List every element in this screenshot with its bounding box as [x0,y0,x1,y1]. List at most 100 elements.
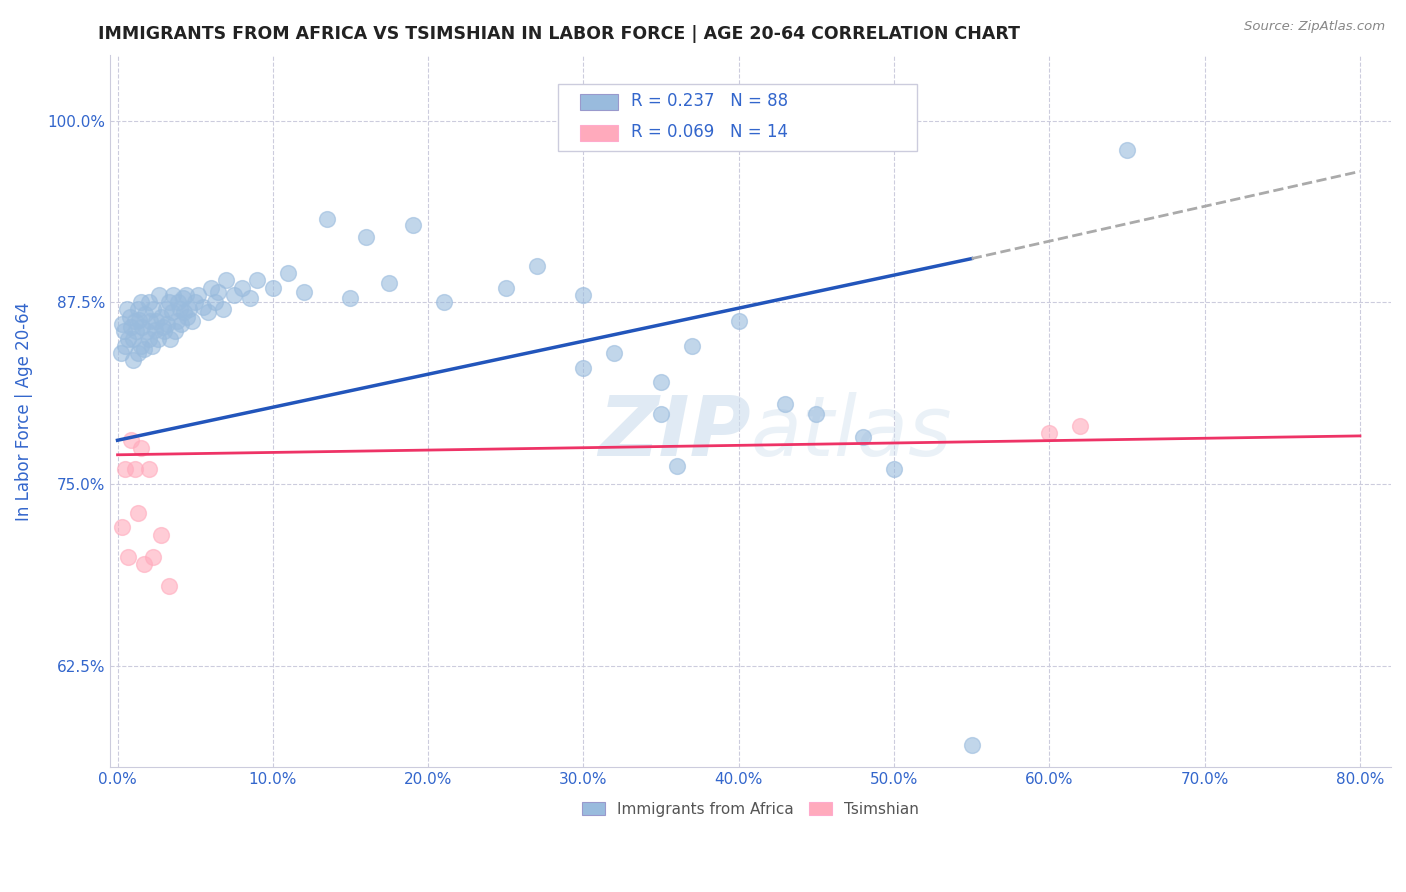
Point [148,288,170,302]
Point [157,295,180,310]
Point [316,212,339,227]
Point [650,407,672,421]
Point [207,285,229,299]
Point [153,324,176,338]
Point [1038,425,1060,440]
Point [197,305,219,319]
Point [132,557,155,571]
Point [122,332,145,346]
Text: ZIP: ZIP [598,392,751,473]
Point [142,302,165,317]
Point [112,324,135,338]
Point [117,332,139,346]
Point [200,280,222,294]
Point [176,310,198,324]
Point [145,314,167,328]
Point [277,266,299,280]
Point [572,288,595,302]
Point [127,346,149,360]
Point [121,319,143,334]
Point [172,291,194,305]
Point [124,314,146,328]
Point [134,307,156,321]
Point [163,324,186,338]
Point [121,434,143,448]
Point [127,302,149,317]
Point [681,339,703,353]
Point [150,310,173,324]
Point [572,360,595,375]
Point [138,332,160,346]
FancyBboxPatch shape [558,84,917,152]
Point [111,317,134,331]
Point [191,300,214,314]
Point [650,375,672,389]
Point [117,549,139,564]
Point [238,291,260,305]
Point [155,302,177,317]
Point [138,462,160,476]
Point [184,295,207,310]
Point [142,549,165,564]
Point [128,312,150,326]
Point [603,346,626,360]
Bar [579,125,619,141]
Point [111,520,134,534]
Text: R = 0.237   N = 88: R = 0.237 N = 88 [631,93,789,111]
Point [665,459,688,474]
Point [204,295,226,310]
Point [136,324,159,338]
Point [177,302,200,317]
Point [156,317,179,331]
Point [173,305,195,319]
Point [433,295,456,310]
Legend: Immigrants from Africa, Tsimshian: Immigrants from Africa, Tsimshian [582,802,920,816]
Point [960,739,983,753]
Point [231,280,253,294]
Point [174,288,197,302]
Point [146,332,169,346]
Point [138,295,160,310]
Point [170,317,193,331]
Point [1116,143,1139,157]
Point [401,218,423,232]
Point [124,462,146,476]
Point [125,324,148,338]
Point [378,277,401,291]
Point [157,578,180,592]
Point [181,314,204,328]
Point [775,397,797,411]
Point [114,339,136,353]
Point [246,273,269,287]
Text: Source: ZipAtlas.com: Source: ZipAtlas.com [1244,20,1385,33]
Text: IMMIGRANTS FROM AFRICA VS TSIMSHIAN IN LABOR FORCE | AGE 20-64 CORRELATION CHART: IMMIGRANTS FROM AFRICA VS TSIMSHIAN IN L… [98,25,1021,43]
Point [122,353,145,368]
Point [169,302,191,317]
Point [150,527,173,541]
Point [129,295,152,310]
Point [852,430,875,444]
Point [215,273,238,287]
Point [1069,418,1091,433]
Point [132,342,155,356]
Point [127,506,149,520]
Point [806,407,828,421]
Point [187,288,209,302]
Point [166,314,188,328]
Point [152,319,174,334]
Point [883,462,905,476]
Point [129,441,152,455]
Point [110,346,132,360]
Point [354,229,377,244]
Point [114,462,136,476]
Point [212,302,235,317]
Point [222,288,245,302]
Point [495,280,517,294]
Point [115,302,138,317]
Point [162,288,184,302]
Point [131,319,153,334]
Bar [579,95,619,110]
Point [167,295,190,310]
Point [292,285,315,299]
Point [526,259,548,273]
